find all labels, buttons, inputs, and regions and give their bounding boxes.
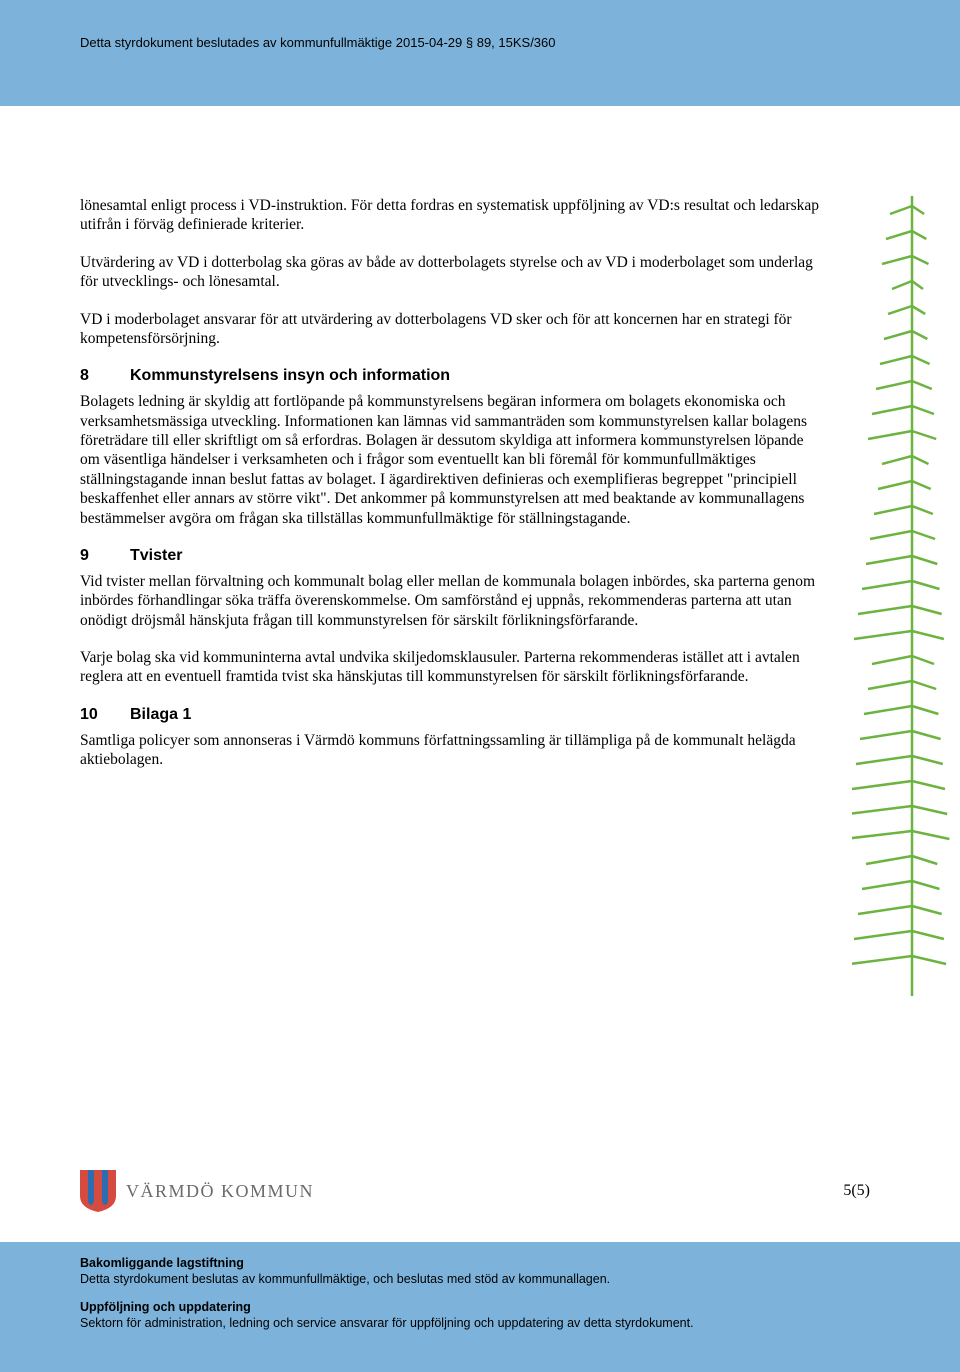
header-band: Detta styrdokument beslutades av kommunf… (0, 0, 960, 106)
section-8-title: Kommunstyrelsens insyn och information (130, 367, 450, 384)
footer-title-2: Uppföljning och uppdatering (80, 1300, 880, 1314)
footer-text-2: Sektorn för administration, ledning och … (80, 1316, 880, 1330)
header-text: Detta styrdokument beslutades av kommunf… (80, 35, 556, 50)
section-10-heading: 10Bilaga 1 (80, 705, 820, 725)
logo-row: VÄRMDÖ KOMMUN 5(5) (80, 1170, 870, 1212)
footer-text-1: Detta styrdokument beslutas av kommunful… (80, 1272, 880, 1286)
para-2: Utvärdering av VD i dotterbolag ska göra… (80, 253, 820, 292)
section-8-body: Bolagets ledning är skyldig att fortlöpa… (80, 392, 820, 528)
section-10-num: 10 (80, 705, 130, 725)
section-9-heading: 9Tvister (80, 546, 820, 566)
page-number: 5(5) (843, 1182, 870, 1200)
logo: VÄRMDÖ KOMMUN (80, 1170, 314, 1212)
content-area: lönesamtal enligt process i VD-instrukti… (80, 196, 820, 788)
footer-band: Bakomliggande lagstiftning Detta styrdok… (0, 1242, 960, 1372)
section-10-body: Samtliga policyer som annonseras i Värmd… (80, 731, 820, 770)
footer-title-1: Bakomliggande lagstiftning (80, 1256, 880, 1270)
section-9-body-1: Vid tvister mellan förvaltning och kommu… (80, 572, 820, 630)
para-1: lönesamtal enligt process i VD-instrukti… (80, 196, 820, 235)
section-8-heading: 8Kommunstyrelsens insyn och information (80, 366, 820, 386)
section-8-num: 8 (80, 366, 130, 386)
section-9-num: 9 (80, 546, 130, 566)
section-9-title: Tvister (130, 547, 182, 564)
section-9-body-2: Varje bolag ska vid kommuninterna avtal … (80, 648, 820, 687)
logo-text: VÄRMDÖ KOMMUN (126, 1181, 314, 1202)
logo-shield-icon (80, 1170, 116, 1212)
tree-decoration (852, 196, 952, 996)
section-10-title: Bilaga 1 (130, 706, 191, 723)
para-3: VD i moderbolaget ansvarar för att utvär… (80, 310, 820, 349)
